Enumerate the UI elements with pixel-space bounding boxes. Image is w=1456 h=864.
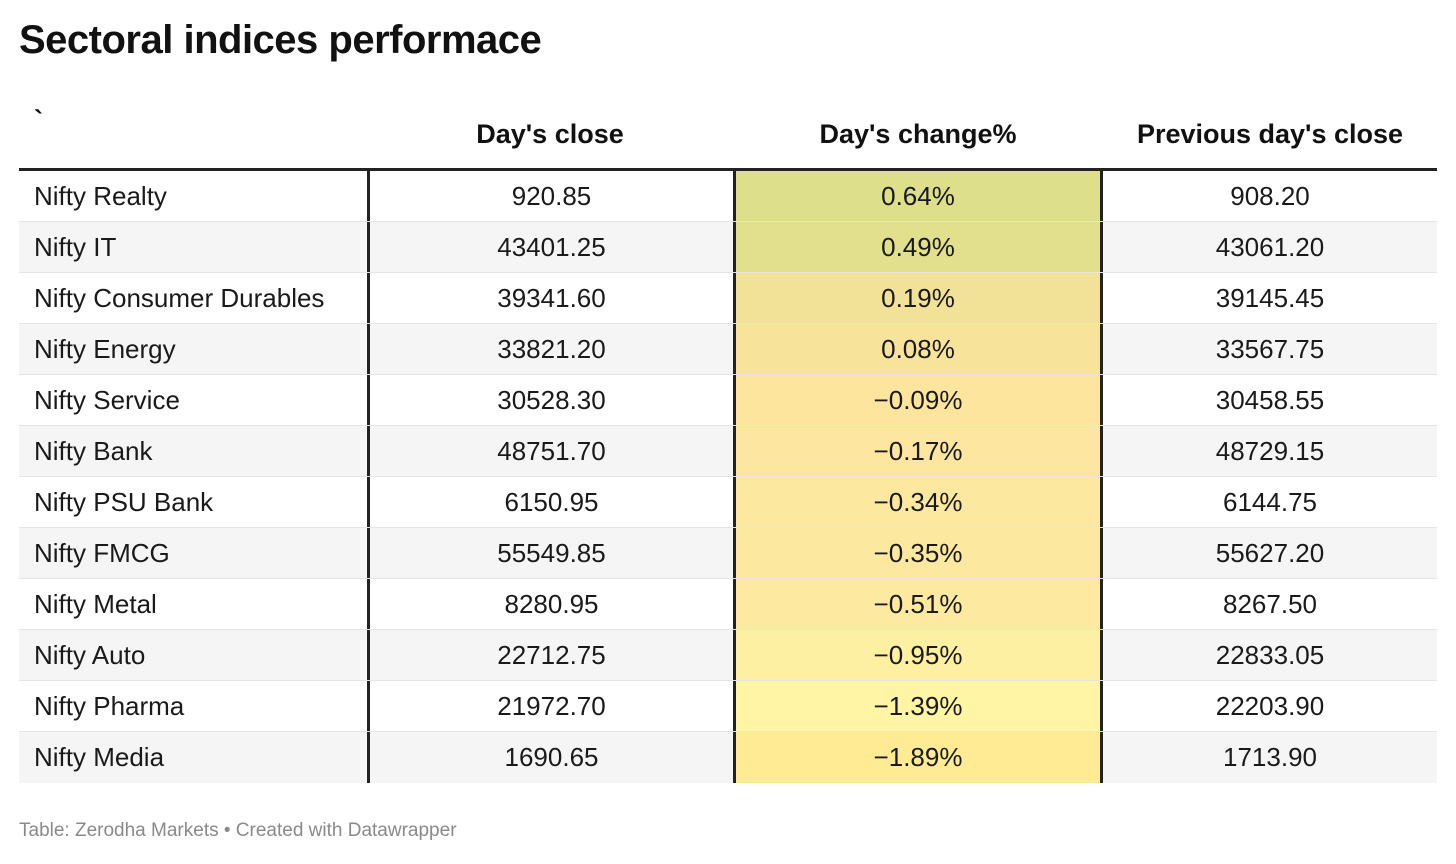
table-row: Nifty Auto 22712.75 −0.95% 22833.05: [19, 630, 1437, 681]
cell-close: 22712.75: [367, 630, 733, 680]
cell-close: 55549.85: [367, 528, 733, 578]
cell-name: Nifty Auto: [34, 639, 146, 670]
table-row: Nifty Realty 920.85 0.64% 908.20: [19, 171, 1437, 222]
header-close: Day's close: [476, 118, 624, 149]
cell-close: 8280.95: [367, 579, 733, 629]
cell-name: Nifty Metal: [34, 588, 157, 619]
cell-change: −0.35%: [733, 528, 1103, 578]
cell-change: 0.49%: [733, 222, 1103, 272]
cell-close: 6150.95: [367, 477, 733, 527]
table-header: ` Day's close Day's change% Previous day…: [19, 100, 1437, 171]
cell-close: 39341.60: [367, 273, 733, 323]
cell-prev: 48729.15: [1215, 435, 1325, 466]
cell-name: Nifty Consumer Durables: [34, 282, 325, 313]
cell-change: 0.19%: [733, 273, 1103, 323]
cell-close: 21972.70: [367, 681, 733, 731]
table-row: Nifty FMCG 55549.85 −0.35% 55627.20: [19, 528, 1437, 579]
cell-close: 48751.70: [367, 426, 733, 476]
cell-name: Nifty Bank: [34, 435, 153, 466]
cell-close: 30528.30: [367, 375, 733, 425]
cell-name: Nifty Pharma: [34, 690, 185, 721]
cell-prev: 22203.90: [1215, 690, 1325, 721]
cell-prev: 908.20: [1230, 180, 1310, 211]
cell-name: Nifty Realty: [34, 180, 167, 211]
cell-prev: 1713.90: [1223, 742, 1317, 772]
cell-change: −0.95%: [733, 630, 1103, 680]
cell-name: Nifty Energy: [34, 333, 176, 364]
cell-name: Nifty FMCG: [34, 537, 170, 568]
table-row: Nifty PSU Bank 6150.95 −0.34% 6144.75: [19, 477, 1437, 528]
cell-change: 0.64%: [733, 171, 1103, 221]
table-body: Nifty Realty 920.85 0.64% 908.20 Nifty IT 434…: [19, 171, 1437, 783]
table-row: Nifty Service 30528.30 −0.09% 30458.55: [19, 375, 1437, 426]
table-row: Nifty Bank 48751.70 −0.17% 48729.15: [19, 426, 1437, 477]
source-footer: Table: Zerodha Markets • Created with Da…: [19, 820, 457, 841]
cell-change: −0.09%: [733, 375, 1103, 425]
cell-name: Nifty IT: [34, 231, 117, 262]
cell-change: −1.39%: [733, 681, 1103, 731]
cell-name: Nifty Service: [34, 384, 180, 415]
cell-prev: 30458.55: [1215, 384, 1325, 415]
cell-name: Nifty PSU Bank: [34, 486, 214, 517]
cell-change: −0.51%: [733, 579, 1103, 629]
header-name: `: [34, 104, 43, 135]
cell-prev: 22833.05: [1215, 639, 1325, 670]
table-row: Nifty Energy 33821.20 0.08% 33567.75: [19, 324, 1437, 375]
cell-close: 43401.25: [367, 222, 733, 272]
cell-change: 0.08%: [733, 324, 1103, 374]
table-row: Nifty Metal 8280.95 −0.51% 8267.50: [19, 579, 1437, 630]
page-title: Sectoral indices performace: [19, 18, 542, 62]
cell-name: Nifty Media: [34, 742, 165, 772]
sector-table: ` Day's close Day's change% Previous day…: [19, 100, 1437, 783]
cell-change: −0.34%: [733, 477, 1103, 527]
cell-prev: 55627.20: [1215, 537, 1325, 568]
cell-prev: 33567.75: [1215, 333, 1325, 364]
table-row: Nifty Consumer Durables 39341.60 0.19% 3914…: [19, 273, 1437, 324]
header-prev: Previous day's close: [1136, 118, 1404, 149]
cell-prev: 43061.20: [1215, 231, 1325, 262]
cell-prev: 39145.45: [1215, 282, 1325, 313]
table-row: Nifty Media 1690.65 −1.89% 1713.90: [19, 732, 1437, 783]
table-row: Nifty Pharma 21972.70 −1.39% 22203.90: [19, 681, 1437, 732]
header-change: Day's change%: [819, 118, 1017, 149]
cell-close: 1690.65: [367, 732, 733, 783]
cell-prev: 8267.50: [1223, 588, 1317, 619]
cell-change: −0.17%: [733, 426, 1103, 476]
cell-close: 920.85: [367, 171, 733, 221]
table-row: Nifty IT 43401.25 0.49% 43061.20: [19, 222, 1437, 273]
cell-close: 33821.20: [367, 324, 733, 374]
cell-change: −1.89%: [733, 732, 1103, 783]
cell-prev: 6144.75: [1223, 486, 1317, 517]
